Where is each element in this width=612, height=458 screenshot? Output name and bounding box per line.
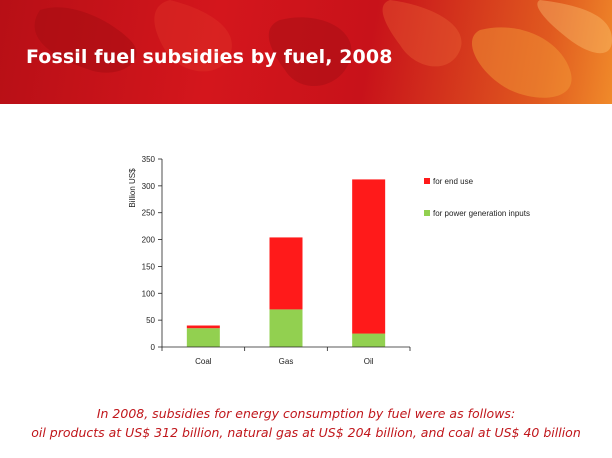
y-tick-label: 300 [142,182,156,191]
y-axis-ticks: 0 50 100 150 200 250 300 350 [142,155,162,352]
title-banner: Fossil fuel subsidies by fuel, 2008 [0,0,612,104]
subsidies-stacked-bar-chart: 0 50 100 150 200 250 300 350 Coal Gas Oil Billion… [128,155,530,366]
y-tick-label: 50 [146,316,155,325]
caption-line-1: In 2008, subsidies for energy consumptio… [96,406,516,421]
y-tick-label: 350 [142,155,156,164]
x-axis-ticks: Coal Gas Oil [161,347,411,366]
slide-title: Fossil fuel subsidies by fuel, 2008 [26,46,393,68]
x-tick-label-gas: Gas [279,357,294,366]
y-tick-label: 100 [142,289,156,298]
legend-label-for-end-use: for end use [433,177,474,186]
bar-coal-for-end-use [186,325,220,329]
x-tick-label-oil: Oil [364,357,374,366]
y-axis-label: Billion US$ [128,168,137,208]
bar-coal-for-power-generation-inputs [186,328,220,347]
y-tick-label: 0 [151,343,156,352]
bar-oil-for-end-use [352,179,386,334]
y-tick-label: 250 [142,209,156,218]
bars-group [186,179,386,347]
bar-oil-for-power-generation-inputs [352,333,386,347]
legend-swatch-for-end-use [424,178,430,184]
bar-gas-for-power-generation-inputs [269,309,303,347]
world-map-background-image [34,0,612,98]
caption-line-2: oil products at US$ 312 billion, natural… [31,425,581,440]
legend: for end use for power generation inputs [424,177,530,218]
legend-label-for-power-generation-inputs: for power generation inputs [433,209,530,218]
caption: In 2008, subsidies for energy consumptio… [0,404,612,442]
y-tick-label: 150 [142,262,156,271]
x-tick-label-coal: Coal [195,357,212,366]
y-tick-label: 200 [142,236,156,245]
legend-swatch-for-power-generation-inputs [424,210,430,216]
bar-gas-for-end-use [269,237,303,310]
